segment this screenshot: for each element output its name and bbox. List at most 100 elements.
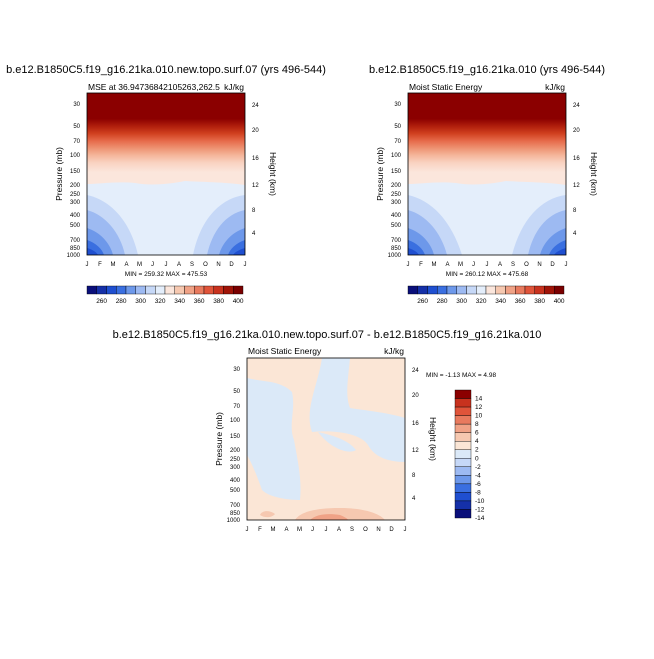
- y-tick-label: 850: [70, 246, 81, 252]
- colorbar-swatch: [454, 483, 472, 493]
- y-tick-label: 400: [391, 213, 402, 219]
- colorbar-label: 340: [174, 298, 185, 305]
- x-tick-label: M: [432, 262, 437, 268]
- x-tick-label: O: [363, 527, 368, 533]
- colorbar-label: -8: [475, 489, 481, 496]
- colorbar-swatch: [155, 285, 166, 295]
- y-tick-label: 30: [394, 102, 401, 108]
- x-tick-label: J: [86, 262, 89, 268]
- colorbar: 260 280 300 320 340 360 380 400: [407, 285, 565, 305]
- colorbar-label: -4: [475, 472, 481, 479]
- panel-difference: b.e12.B1850C5.f19_g16.21ka.010.new.topo.…: [113, 329, 542, 533]
- y-tick-label: 100: [70, 153, 81, 159]
- y2-tick-label: 16: [252, 156, 259, 162]
- colorbar-swatch: [454, 509, 472, 519]
- colorbar-swatch: [454, 449, 472, 459]
- x-tick-label: J: [244, 262, 247, 268]
- colorbar-label: 280: [116, 298, 127, 305]
- panel-model-topo: b.e12.B1850C5.f19_g16.21ka.010.new.topo.…: [6, 64, 326, 305]
- x-tick-label: S: [511, 262, 515, 268]
- colorbar-swatch: [407, 285, 418, 295]
- y-tick-label: 250: [230, 457, 241, 463]
- y2-tick-label: 4: [252, 231, 256, 237]
- y-tick-label: 300: [391, 200, 402, 206]
- y2-tick-label: 20: [252, 128, 259, 134]
- panel-title: b.e12.B1850C5.f19_g16.21ka.010.new.topo.…: [6, 64, 326, 76]
- x-axis-ticks: J F M A M J J A S O N D J: [407, 262, 568, 268]
- colorbar-swatch: [454, 441, 472, 450]
- y2-axis-label: Height (km): [428, 417, 438, 461]
- colorbar-swatch: [515, 285, 526, 295]
- y-tick-label: 50: [233, 389, 240, 395]
- colorbar-label: 400: [554, 298, 565, 305]
- x-tick-label: M: [137, 262, 142, 268]
- x-tick-label: J: [246, 527, 249, 533]
- colorbar-label: 340: [495, 298, 506, 305]
- colorbar-swatch: [544, 285, 555, 295]
- y-axis-label: Pressure (mb): [375, 147, 385, 201]
- y2-tick-label: 16: [573, 156, 580, 162]
- contour-field: [408, 93, 566, 255]
- colorbar-swatch: [454, 458, 472, 467]
- y-tick-label: 70: [394, 139, 401, 145]
- colorbar-swatch: [495, 285, 506, 295]
- y-axis-ticks: 30 50 70 100 150 200 250 300 400 500 700…: [388, 102, 402, 259]
- colorbar-swatch: [454, 415, 472, 425]
- x-tick-label: J: [311, 527, 314, 533]
- x-tick-label: A: [177, 262, 181, 268]
- x-tick-label: S: [350, 527, 354, 533]
- colorbar-label: 280: [437, 298, 448, 305]
- panel-left-label: Moist Static Energy: [248, 346, 322, 356]
- y2-tick-label: 24: [412, 368, 419, 374]
- colorbar-label: 320: [476, 298, 487, 305]
- y-tick-label: 700: [391, 238, 402, 244]
- colorbar-swatch: [233, 285, 244, 295]
- x-tick-label: M: [111, 262, 116, 268]
- colorbar-swatch: [223, 285, 234, 295]
- x-tick-label: J: [407, 262, 410, 268]
- x-tick-label: A: [445, 262, 449, 268]
- y2-axis-ticks: 24 20 16 12 8 4: [412, 368, 419, 502]
- colorbar-label: 6: [475, 430, 479, 437]
- y2-tick-label: 12: [573, 183, 580, 189]
- x-axis-ticks: J F M A M J J A S O N D J: [246, 527, 407, 533]
- contour-field: [87, 93, 245, 255]
- y-tick-label: 250: [70, 192, 81, 198]
- y-tick-label: 30: [233, 367, 240, 373]
- colorbar-swatch: [454, 389, 472, 399]
- y-axis-label: Pressure (mb): [214, 412, 224, 466]
- x-tick-label: A: [498, 262, 502, 268]
- x-tick-label: M: [271, 527, 276, 533]
- x-tick-label: N: [216, 262, 220, 268]
- y2-tick-label: 24: [252, 103, 259, 109]
- y-tick-label: 150: [230, 434, 241, 440]
- colorbar-swatch: [454, 406, 472, 416]
- x-axis-ticks: J F M A M J J A S O N D J: [86, 262, 247, 268]
- y-tick-label: 1000: [67, 253, 81, 259]
- y-tick-label: 400: [230, 478, 241, 484]
- y-tick-label: 70: [233, 404, 240, 410]
- y2-axis-ticks: 24 20 16 12 8 4: [573, 103, 580, 237]
- colorbar-label: 320: [155, 298, 166, 305]
- y-tick-label: 150: [70, 169, 81, 175]
- y-tick-label: 500: [230, 488, 241, 494]
- colorbar-swatch: [145, 285, 156, 295]
- y-tick-label: 50: [394, 124, 401, 130]
- colorbar-swatch: [116, 285, 127, 295]
- y-tick-label: 850: [391, 246, 402, 252]
- panel-title: b.e12.B1850C5.f19_g16.21ka.010.new.topo.…: [113, 329, 542, 341]
- colorbar-swatch: [454, 466, 472, 476]
- colorbar-label: 260: [417, 298, 428, 305]
- colorbar-swatch: [476, 285, 487, 295]
- y-tick-label: 1000: [388, 253, 402, 259]
- colorbar-label: 8: [475, 421, 479, 428]
- x-tick-label: F: [419, 262, 423, 268]
- colorbar-swatch: [454, 475, 472, 485]
- colorbar-label: 360: [194, 298, 205, 305]
- min-max-label: MIN = 259.32 MAX = 475.53: [125, 271, 208, 278]
- y2-axis-ticks: 24 20 16 12 8 4: [252, 103, 259, 237]
- y2-tick-label: 8: [412, 473, 416, 479]
- x-tick-label: D: [229, 262, 234, 268]
